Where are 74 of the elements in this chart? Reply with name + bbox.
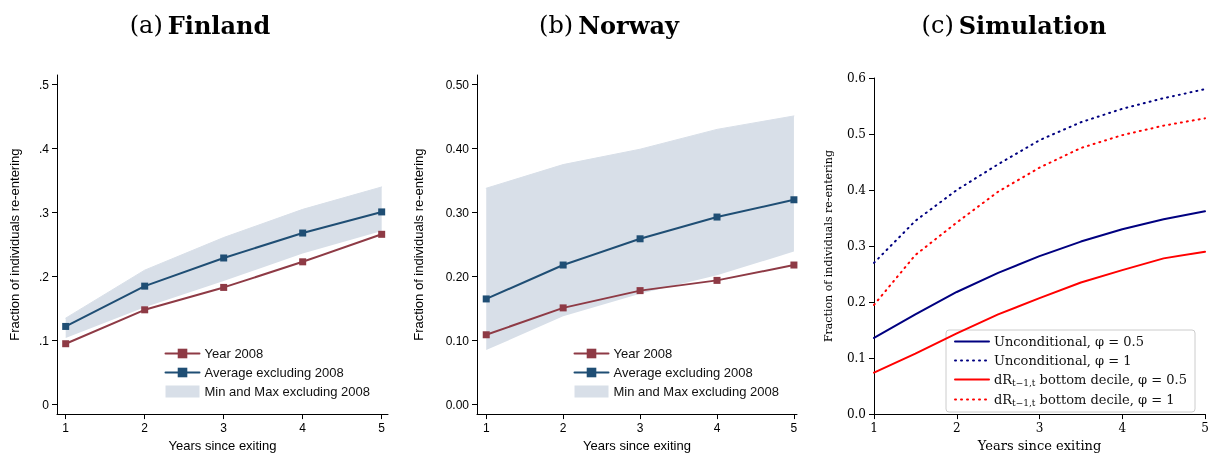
legend-label: Average excluding 2008 (613, 365, 753, 380)
point (220, 254, 228, 262)
point (790, 261, 798, 269)
point (636, 235, 644, 243)
x-axis-title: Years since exiting (168, 438, 277, 453)
x-tick-label: 2 (141, 421, 149, 436)
point (141, 306, 149, 314)
y-tick-label: .4 (38, 141, 50, 156)
point (636, 287, 644, 295)
legend-label: Unconditional, φ = 0.5 (994, 334, 1144, 349)
y-tick-label: .5 (38, 77, 50, 92)
y-tick-label: 0.20 (445, 269, 470, 284)
point (62, 322, 70, 330)
x-tick-label: 1 (870, 421, 878, 436)
legend-label: Year 2008 (204, 346, 264, 361)
line-series (873, 117, 1206, 306)
y-axis-title: Fraction of individuals re-entering (822, 150, 835, 343)
x-tick-label: 4 (299, 421, 307, 436)
x-tick-label: 1 (62, 421, 70, 436)
chart-title: (a) Finland (129, 10, 271, 40)
legend-label: Min and Max excluding 2008 (613, 384, 780, 399)
x-tick-label: 2 (952, 421, 961, 436)
point (141, 282, 149, 290)
chart-title: (c) Simulation (921, 10, 1107, 40)
x-tick-label: 5 (790, 421, 798, 436)
point (790, 196, 798, 204)
point (378, 208, 386, 216)
legend-label: Min and Max excluding 2008 (204, 384, 371, 399)
y-tick-label: 0.5 (846, 127, 866, 142)
y-tick-label: 0.40 (445, 141, 470, 156)
y-tick-label: 0.3 (846, 239, 866, 254)
x-tick-label: 5 (1201, 421, 1209, 436)
point (220, 283, 228, 291)
x-tick-label: 5 (378, 421, 386, 436)
point (559, 261, 567, 269)
y-tick-label: 0.10 (445, 333, 470, 348)
x-axis-title: Years since exiting (976, 438, 1102, 453)
x-tick-label: 3 (220, 421, 228, 436)
y-tick-label: 0.1 (846, 351, 866, 366)
x-tick-label: 3 (1035, 421, 1044, 436)
y-tick-label: 0.2 (846, 295, 866, 310)
point (482, 331, 490, 339)
point (559, 304, 567, 312)
x-axis-title: Years since exiting (583, 438, 691, 453)
point (62, 340, 70, 348)
point (299, 229, 307, 237)
y-tick-label: .1 (38, 333, 50, 348)
x-tick-label: 4 (1118, 421, 1127, 436)
y-tick-label: .3 (38, 205, 50, 220)
y-tick-label: 0.4 (846, 183, 867, 198)
y-axis-title: Fraction of individuals re-entering (411, 148, 426, 341)
y-tick-label: 0.0 (846, 407, 866, 422)
y-tick-label: .2 (38, 269, 50, 284)
y-tick-label: 0 (42, 397, 50, 412)
x-tick-label: 1 (482, 421, 490, 436)
x-tick-label: 4 (713, 421, 721, 436)
x-tick-label: 2 (559, 421, 567, 436)
point (713, 276, 721, 284)
legend-label: Year 2008 (613, 346, 673, 361)
x-tick-label: 3 (636, 421, 644, 436)
y-tick-label: 0.00 (445, 397, 470, 412)
line-series (873, 88, 1206, 264)
y-tick-label: 0.6 (846, 71, 866, 85)
legend-label: Unconditional, φ = 1 (994, 353, 1132, 368)
y-tick-label: 0.50 (445, 77, 470, 92)
line-series (873, 250, 1206, 374)
y-tick-label: 0.30 (445, 205, 470, 220)
point (713, 213, 721, 221)
y-axis-title: Fraction of individuals re-entering (7, 148, 22, 341)
chart-title: (b) Norway (539, 10, 680, 40)
point (299, 258, 307, 266)
legend-label: Average excluding 2008 (204, 365, 344, 380)
point (482, 295, 490, 303)
point (378, 230, 386, 238)
